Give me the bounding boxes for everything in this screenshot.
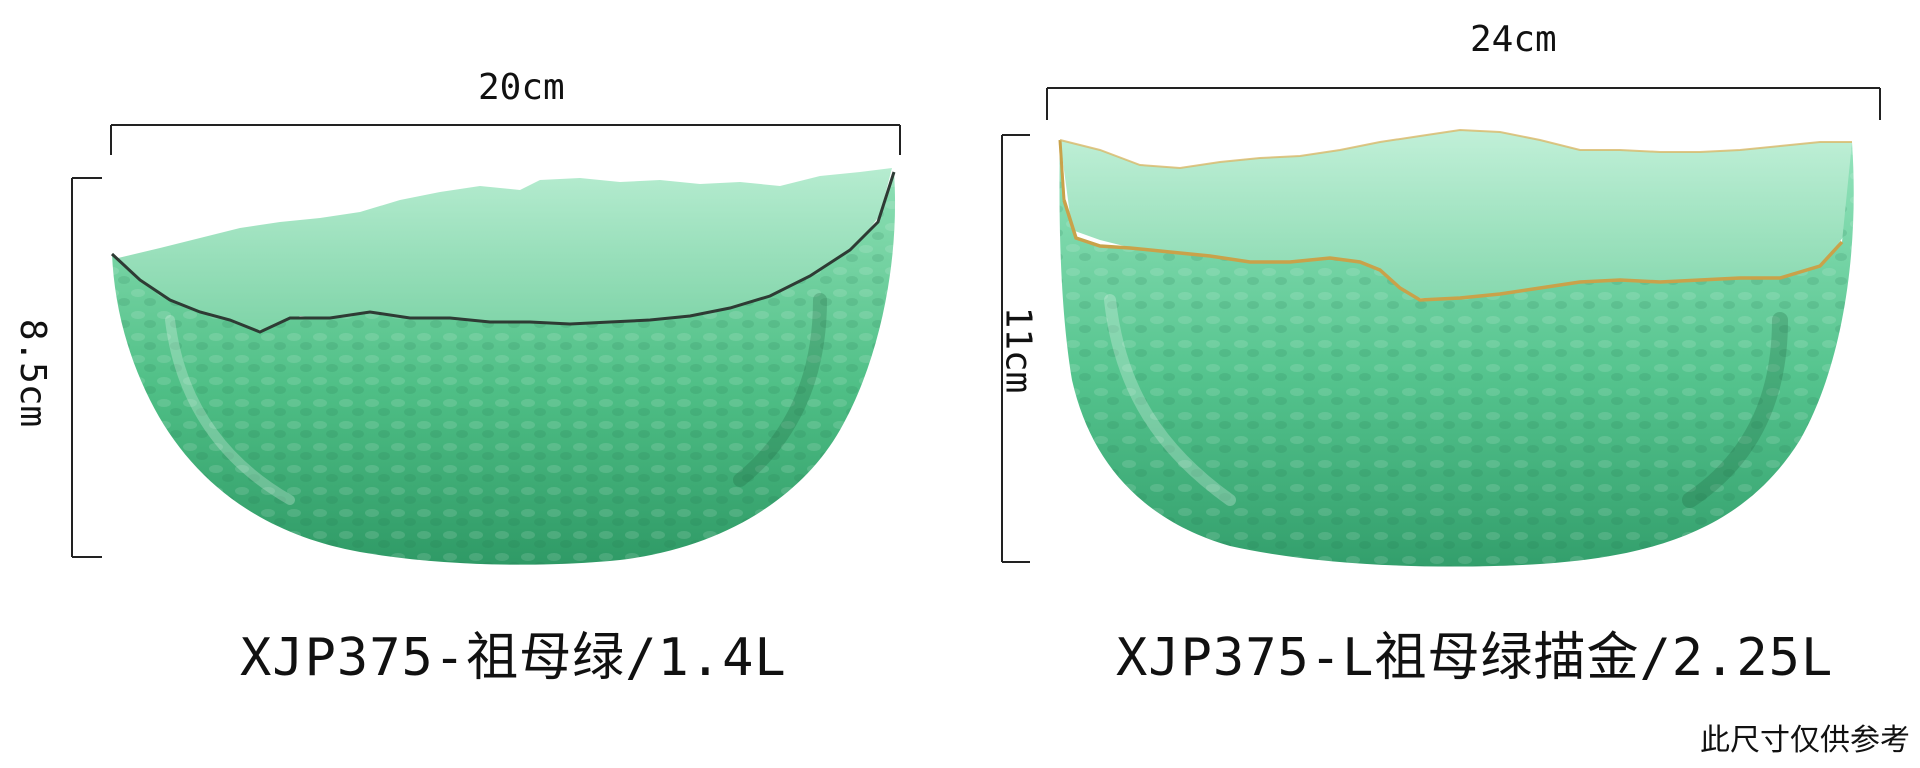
right-width-dimension — [1046, 87, 1881, 120]
left-width-label: 20cm — [478, 67, 565, 108]
size-reference-note: 此尺寸仅供参考 — [1700, 723, 1910, 758]
left-product-panel: 20cm 8.5cm XJP375-祖母绿/1.4L — [12, 67, 901, 688]
right-bowl-illustration — [1001, 87, 1881, 567]
left-bowl-rim — [110, 171, 896, 334]
left-width-dimension — [110, 124, 901, 155]
right-bowl-gold-rim — [1062, 199, 1844, 302]
right-product-caption: XJP375-L祖母绿描金/2.25L — [1116, 628, 1834, 688]
left-bowl-inner — [118, 168, 892, 330]
right-height-label: 11cm — [997, 306, 1039, 394]
left-height-dimension — [71, 177, 102, 558]
left-product-caption: XJP375-祖母绿/1.4L — [240, 628, 787, 688]
right-height-dimension — [1001, 134, 1030, 563]
right-bowl-inner — [1060, 130, 1852, 300]
left-height-label: 8.5cm — [12, 318, 54, 428]
right-width-label: 24cm — [1470, 19, 1557, 60]
left-bowl-illustration — [71, 124, 901, 565]
right-product-panel: 24cm 11cm XJP375-L祖母绿描金/2.25L — [980, 0, 1920, 768]
